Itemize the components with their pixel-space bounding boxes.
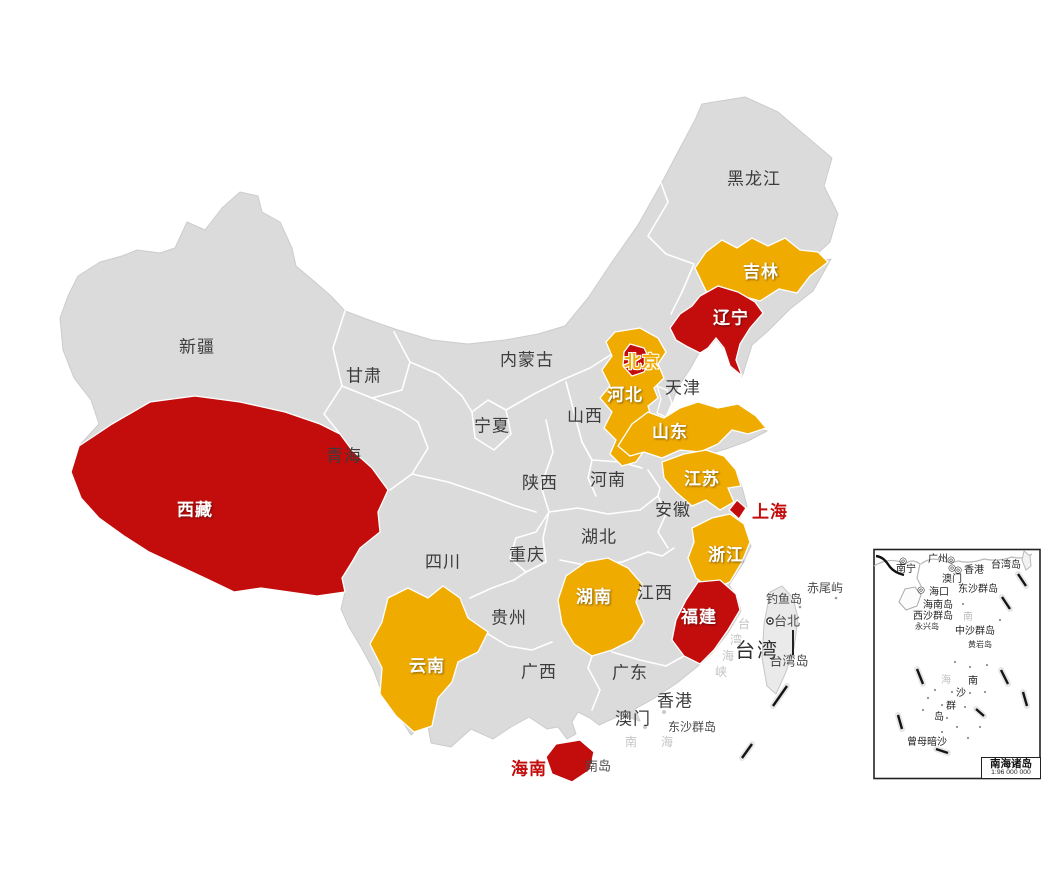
province-shape-jiangsu[interactable] xyxy=(661,449,742,511)
inset-scale-box-ratio: 1:96 000 000 xyxy=(991,769,1031,777)
province-shape-hainan[interactable] xyxy=(545,739,595,783)
province-shape-fujian[interactable] xyxy=(671,579,741,665)
province-shape-liaoning[interactable] xyxy=(669,285,764,379)
hongkong-dot xyxy=(662,710,666,714)
province-shape-zhejiang[interactable] xyxy=(687,513,751,591)
inset-thick-coast-segment xyxy=(875,554,905,577)
province-shape-hunan[interactable] xyxy=(557,557,645,657)
nine-dash-line xyxy=(739,683,790,761)
inset-scale-box: 南海诸岛 1:96 000 000 xyxy=(981,757,1041,779)
diaoyu-island-dot xyxy=(798,605,802,609)
inset-taiwan-island-shape xyxy=(1021,550,1032,571)
province-shape-hebei[interactable] xyxy=(599,327,667,467)
province-shape-shanghai[interactable] xyxy=(728,499,747,520)
south-china-sea-inset xyxy=(873,548,1041,780)
inset-frame xyxy=(873,548,1041,780)
macau-dot xyxy=(643,725,647,729)
province-shape-shandong[interactable] xyxy=(617,401,768,459)
inset-scale-box-title: 南海诸岛 xyxy=(990,757,1032,770)
province-shape-xizang[interactable] xyxy=(70,395,389,597)
inset-islet-dots xyxy=(921,602,1002,740)
taipei-city-marker-dot xyxy=(768,619,772,623)
province-shape-yunnan[interactable] xyxy=(369,585,489,733)
chiwei-islet-dot xyxy=(834,596,838,600)
province-shape-beijing[interactable] xyxy=(622,343,651,377)
taiwan-island-shape[interactable] xyxy=(761,585,799,695)
inset-hainan-island-shape xyxy=(898,586,922,611)
inset-nine-dash-line xyxy=(895,571,1030,756)
